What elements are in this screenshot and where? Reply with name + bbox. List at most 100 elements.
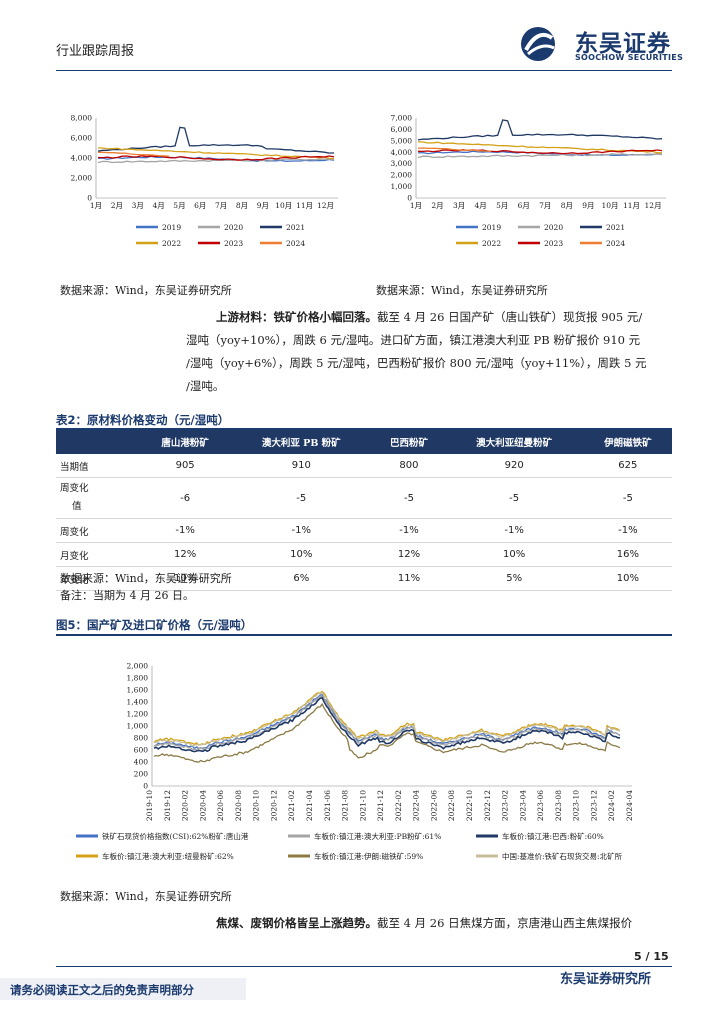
x-tick-label: 9月: [582, 201, 594, 210]
y-tick-label: 3,000: [391, 159, 413, 168]
x-tick-label: 9月: [257, 201, 269, 210]
y-tick-label: 2,000: [127, 662, 149, 671]
x-tick-label: 2022-10: [465, 790, 474, 821]
legend-label: 2020: [224, 223, 243, 232]
y-tick-label: 600: [134, 746, 149, 755]
x-tick-label: 2022-02: [394, 790, 403, 821]
disclaimer-text: 请务必阅读正文之后的免责声明部分: [10, 983, 194, 997]
x-tick-label: 2月: [111, 201, 123, 210]
chart-left: 8,000 6,000 4,000 2,000 01月 2月 3月 4月 5月 6月 7月 8月 9月 1…: [71, 114, 338, 248]
table-row: 当期值 905 910 800 920 625: [56, 454, 672, 478]
y-tick-label: 6,000: [391, 125, 413, 134]
table-row: 月变化 12% 10% 12% 10% 16%: [56, 542, 672, 567]
y-tick-label: 4,000: [391, 148, 413, 157]
legend-label: 2019: [162, 223, 181, 232]
chart-left-source: 数据来源：Wind，东吴证券研究所: [60, 284, 232, 297]
x-tick-label: 2022-08: [447, 790, 456, 821]
series-line-2022: [417, 141, 663, 154]
x-tick-label: 2023-04: [518, 790, 527, 821]
header-rule: [56, 70, 672, 71]
x-tick-label: 2022-12: [483, 790, 492, 821]
series-line-2024: [417, 147, 492, 152]
x-tick-label: 2021-10: [358, 790, 367, 821]
series-line-2020: [417, 153, 663, 159]
table-header: 巴西粉矿: [373, 430, 445, 454]
x-tick-label: 10月: [275, 201, 292, 210]
para-upstream-l1: 截至 4 月 26 日国产矿（唐山铁矿）现货报 905 元/: [377, 310, 643, 324]
x-tick-label: 7月: [539, 201, 551, 210]
y-tick-label: 1,400: [127, 698, 149, 707]
series-line-5: [154, 691, 621, 747]
x-tick-label: 2020-12: [269, 790, 278, 821]
legend-label: 车板价:镇江港:伊朗:磁铁矿:59%: [314, 851, 423, 861]
para-upstream-l3: /湿吨（yoy+6%），周跌 5 元/湿吨，巴西粉矿报价 800 元/湿吨（yo…: [186, 356, 647, 370]
series-line-2020: [97, 158, 335, 164]
chart-right: 7,000 6,000 5,000 4,000 3,000 2,000 1,000 01月 2月…: [391, 114, 666, 248]
legend-label: 2021: [286, 223, 305, 232]
series-line-2: [153, 696, 621, 753]
y-tick-label: 0: [143, 782, 148, 791]
x-tick-label: 2021-08: [341, 790, 350, 821]
table2-rule: [56, 428, 672, 430]
x-tick-label: 2021-04: [305, 790, 314, 821]
x-tick-label: 10月: [601, 201, 618, 210]
table-row: 周变化 -1% -1% -1% -1% -1%: [56, 518, 672, 543]
figure5-caption: 图5：国产矿及进口矿价格（元/湿吨）: [56, 618, 253, 632]
legend-label: 2019: [482, 223, 501, 232]
x-tick-label: 12月: [645, 201, 662, 210]
series-line-2023: [97, 155, 335, 161]
table-header: 澳大利亚纽曼粉矿: [444, 430, 584, 454]
x-tick-label: 6月: [518, 201, 530, 210]
x-tick-label: 8月: [236, 201, 248, 210]
table2-note: 备注：当期为 4 月 26 日。: [60, 589, 194, 602]
para-coal-text: 截至 4 月 26 日焦煤方面，京唐港山西主焦煤报价: [377, 916, 633, 930]
legend-label: 2023: [544, 239, 563, 248]
report-type: 行业跟踪周报: [56, 44, 135, 59]
para-upstream: 上游材料：铁矿价格小幅回落。截至 4 月 26 日国产矿（唐山铁矿）现货报 90…: [186, 306, 674, 398]
legend-label: 2024: [286, 239, 305, 248]
x-tick-label: 5月: [496, 201, 508, 210]
table-header: 伊朗磁铁矿: [583, 430, 672, 454]
y-tick-label: 2,000: [391, 171, 413, 180]
y-tick-label: 4,000: [71, 154, 93, 163]
table-row: 周变化值 -6 -5 -5 -5 -5: [56, 477, 672, 519]
x-tick-label: 2月: [431, 201, 443, 210]
x-tick-label: 6月: [194, 201, 206, 210]
legend-label: 2022: [482, 239, 501, 248]
x-tick-label: 2020-06: [216, 790, 225, 821]
x-tick-label: 2022-04: [412, 790, 421, 821]
legend-label: 2023: [224, 239, 243, 248]
x-tick-label: 3月: [453, 201, 465, 210]
table-header-blank: [56, 430, 141, 454]
x-tick-label: 2023-10: [572, 790, 581, 821]
figure5-source: 数据来源：Wind，东吴证券研究所: [60, 890, 232, 903]
page-number: 5 / 15: [634, 950, 669, 963]
para-coal-bold: 焦煤、废钢价格皆呈上涨趋势。: [216, 916, 377, 930]
x-tick-label: 2020-02: [181, 790, 190, 821]
y-tick-label: 1,600: [127, 686, 149, 695]
para-coal-scrap: 焦煤、废钢价格皆呈上涨趋势。截至 4 月 26 日焦煤方面，京唐港山西主焦煤报价: [216, 912, 674, 935]
x-tick-label: 2022-06: [429, 790, 438, 821]
x-tick-label: 1月: [410, 201, 422, 210]
legend-label: 2024: [606, 239, 625, 248]
raw-material-table: 唐山港粉矿 澳大利亚 PB 粉矿 巴西粉矿 澳大利亚纽曼粉矿 伊朗磁铁矿 当期值…: [56, 430, 672, 591]
legend-label: 2020: [544, 223, 563, 232]
series-line-3: [153, 690, 621, 746]
y-tick-label: 800: [134, 734, 149, 743]
x-tick-label: 2020-10: [252, 790, 261, 821]
table2-source: 数据来源：Wind，东吴证券研究所: [60, 572, 232, 585]
brand-logo-icon: [521, 27, 555, 61]
x-tick-label: 1月: [90, 201, 102, 210]
y-tick-label: 0: [407, 194, 412, 203]
series-line-2024: [97, 151, 169, 157]
x-tick-label: 7月: [215, 201, 227, 210]
y-tick-label: 1,000: [127, 722, 149, 731]
series-line-2021: [417, 119, 663, 141]
legend-label: 车板价:镇江港:巴西:粉矿:60%: [502, 831, 604, 841]
x-tick-label: 2021-02: [287, 790, 296, 821]
y-tick-label: 1,800: [127, 674, 149, 683]
series-line-4: [153, 702, 621, 763]
x-tick-label: 2023-02: [501, 790, 510, 821]
y-tick-label: 7,000: [391, 114, 413, 123]
legend-label: 2021: [606, 223, 625, 232]
